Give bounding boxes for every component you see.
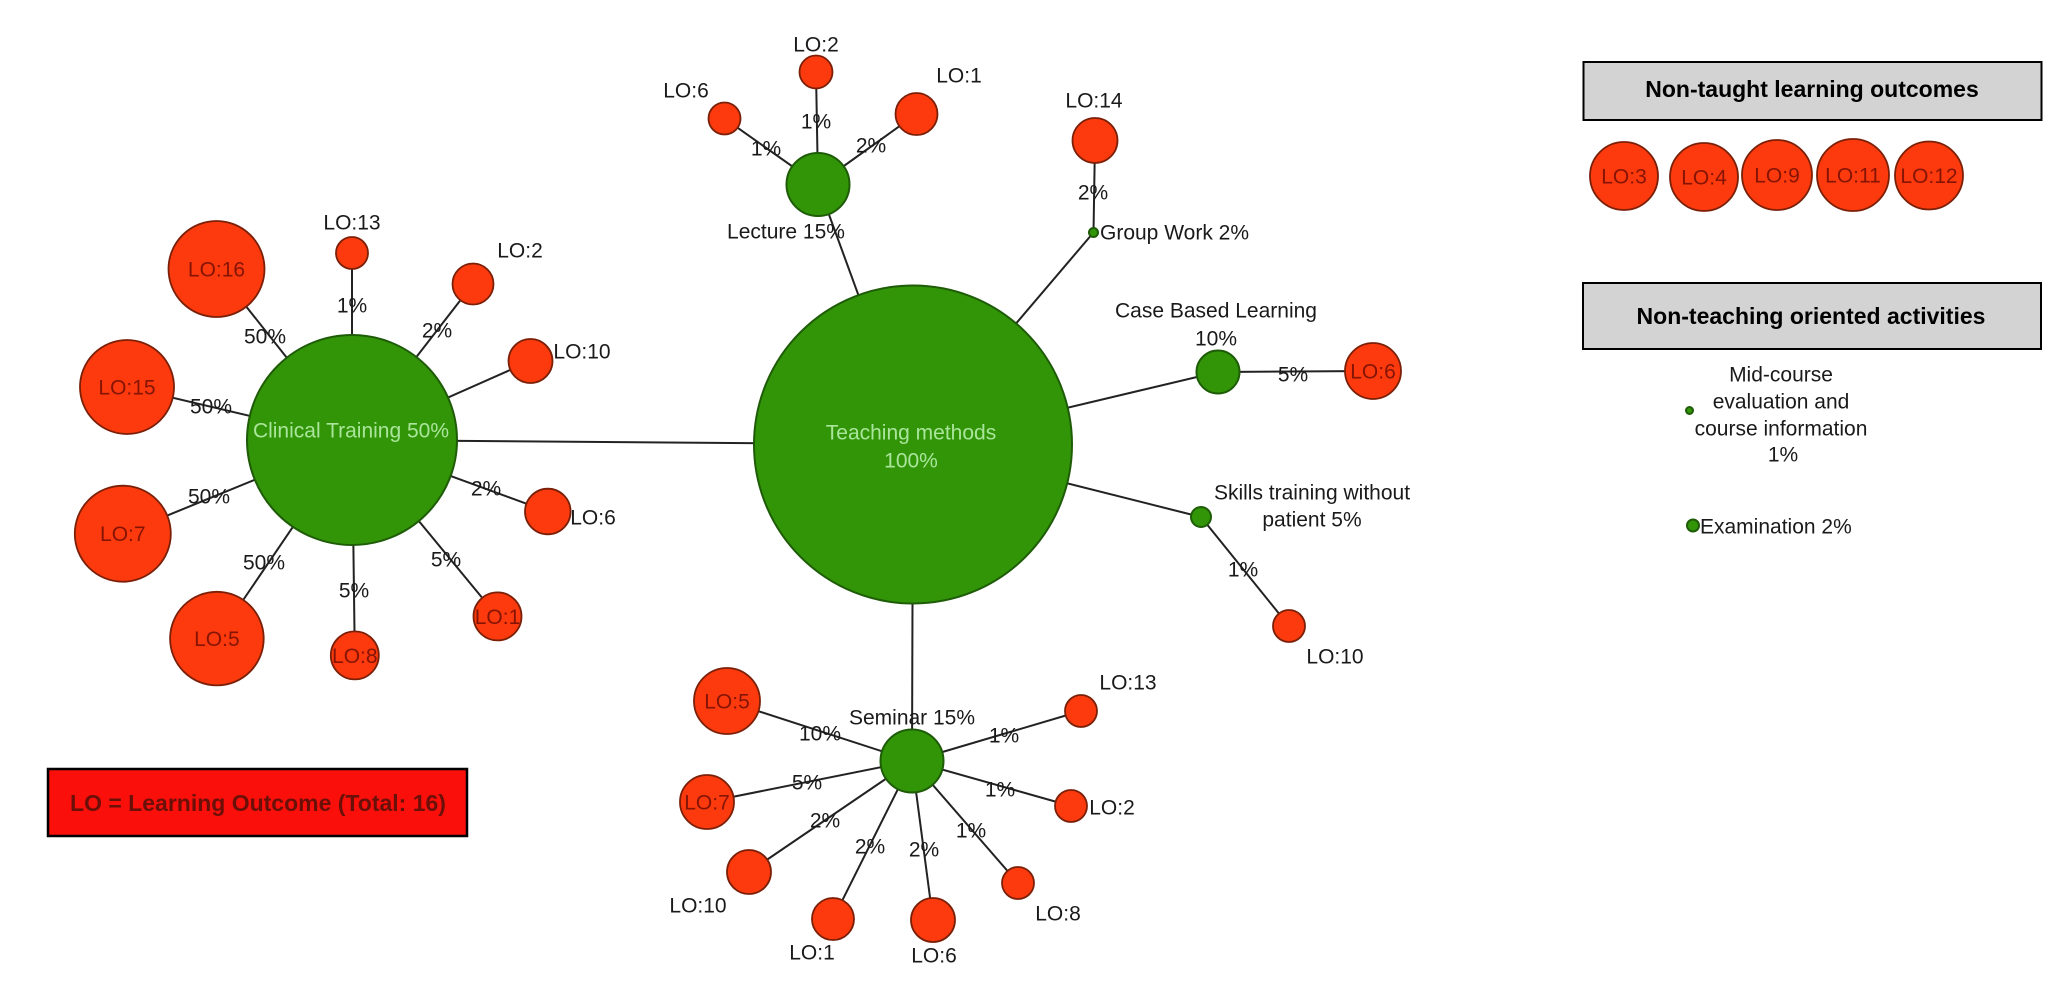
svg-text:LO:6: LO:6 bbox=[911, 945, 957, 968]
svg-text:Teaching methods: Teaching methods bbox=[826, 422, 996, 445]
svg-text:Skills training without: Skills training without bbox=[1214, 482, 1410, 505]
svg-text:5%: 5% bbox=[431, 549, 461, 572]
svg-text:10%: 10% bbox=[799, 723, 841, 746]
svg-text:LO:8: LO:8 bbox=[1035, 903, 1081, 926]
svg-text:LO:1: LO:1 bbox=[475, 606, 521, 629]
svg-text:1%: 1% bbox=[1228, 559, 1258, 582]
svg-text:LO:10: LO:10 bbox=[669, 895, 726, 918]
svg-text:LO:2: LO:2 bbox=[1089, 797, 1135, 820]
svg-text:1%: 1% bbox=[751, 138, 781, 161]
svg-text:LO:4: LO:4 bbox=[1681, 167, 1727, 190]
svg-text:course information: course information bbox=[1695, 418, 1868, 441]
svg-text:LO:5: LO:5 bbox=[194, 628, 240, 651]
svg-text:1%: 1% bbox=[337, 295, 367, 318]
svg-text:LO:15: LO:15 bbox=[98, 377, 155, 400]
svg-text:LO:16: LO:16 bbox=[188, 259, 245, 282]
svg-text:Clinical Training 50%: Clinical Training 50% bbox=[253, 420, 449, 443]
svg-text:LO:2: LO:2 bbox=[497, 240, 543, 263]
svg-text:LO:5: LO:5 bbox=[704, 691, 750, 714]
svg-text:Lecture 15%: Lecture 15% bbox=[727, 221, 845, 244]
svg-text:2%: 2% bbox=[471, 478, 501, 501]
svg-text:LO:7: LO:7 bbox=[684, 792, 730, 815]
svg-text:100%: 100% bbox=[884, 450, 938, 473]
svg-text:Case Based Learning: Case Based Learning bbox=[1115, 300, 1317, 323]
svg-text:LO:3: LO:3 bbox=[1601, 166, 1647, 189]
svg-text:Group Work 2%: Group Work 2% bbox=[1100, 222, 1249, 245]
svg-text:2%: 2% bbox=[422, 320, 452, 343]
svg-text:LO:12: LO:12 bbox=[1900, 165, 1957, 188]
svg-text:LO:6: LO:6 bbox=[663, 80, 709, 103]
svg-text:LO:1: LO:1 bbox=[936, 65, 982, 88]
svg-text:LO:13: LO:13 bbox=[1099, 672, 1156, 695]
svg-text:2%: 2% bbox=[909, 839, 939, 862]
svg-text:Non-teaching oriented activiti: Non-teaching oriented activities bbox=[1637, 303, 1986, 329]
svg-text:1%: 1% bbox=[985, 779, 1015, 802]
svg-text:5%: 5% bbox=[792, 772, 822, 795]
svg-text:LO:6: LO:6 bbox=[1350, 361, 1396, 384]
svg-text:50%: 50% bbox=[243, 552, 285, 575]
svg-text:LO:10: LO:10 bbox=[553, 341, 610, 364]
svg-text:evaluation and: evaluation and bbox=[1713, 391, 1850, 414]
svg-text:patient 5%: patient 5% bbox=[1262, 509, 1361, 532]
svg-text:2%: 2% bbox=[856, 135, 886, 158]
svg-text:50%: 50% bbox=[190, 396, 232, 419]
svg-text:LO:11: LO:11 bbox=[1825, 165, 1881, 188]
svg-text:LO:6: LO:6 bbox=[570, 507, 616, 530]
svg-text:LO:10: LO:10 bbox=[1306, 646, 1363, 669]
svg-text:Non-taught learning outcomes: Non-taught learning outcomes bbox=[1645, 76, 1979, 102]
svg-text:5%: 5% bbox=[1278, 364, 1308, 387]
svg-text:LO:13: LO:13 bbox=[323, 212, 380, 235]
svg-text:LO:8: LO:8 bbox=[332, 645, 378, 668]
svg-text:LO:7: LO:7 bbox=[100, 523, 146, 546]
svg-text:Mid-course: Mid-course bbox=[1729, 364, 1833, 387]
svg-text:2%: 2% bbox=[855, 836, 885, 859]
svg-text:5%: 5% bbox=[339, 580, 369, 603]
svg-text:1%: 1% bbox=[989, 725, 1019, 748]
svg-text:LO = Learning Outcome (Total:: LO = Learning Outcome (Total: 16) bbox=[70, 790, 446, 816]
svg-text:1%: 1% bbox=[1768, 444, 1798, 467]
svg-text:LO:9: LO:9 bbox=[1754, 165, 1800, 188]
svg-text:10%: 10% bbox=[1195, 328, 1237, 351]
svg-text:2%: 2% bbox=[1078, 182, 1108, 205]
svg-text:50%: 50% bbox=[244, 326, 286, 349]
svg-text:50%: 50% bbox=[188, 486, 230, 509]
svg-text:Seminar 15%: Seminar 15% bbox=[849, 707, 975, 730]
svg-text:2%: 2% bbox=[810, 810, 840, 833]
svg-text:Examination 2%: Examination 2% bbox=[1700, 516, 1852, 539]
svg-text:LO:14: LO:14 bbox=[1065, 90, 1123, 113]
svg-text:LO:2: LO:2 bbox=[793, 34, 839, 57]
svg-text:LO:1: LO:1 bbox=[789, 942, 835, 965]
svg-text:1%: 1% bbox=[801, 111, 831, 134]
svg-text:1%: 1% bbox=[956, 820, 986, 843]
